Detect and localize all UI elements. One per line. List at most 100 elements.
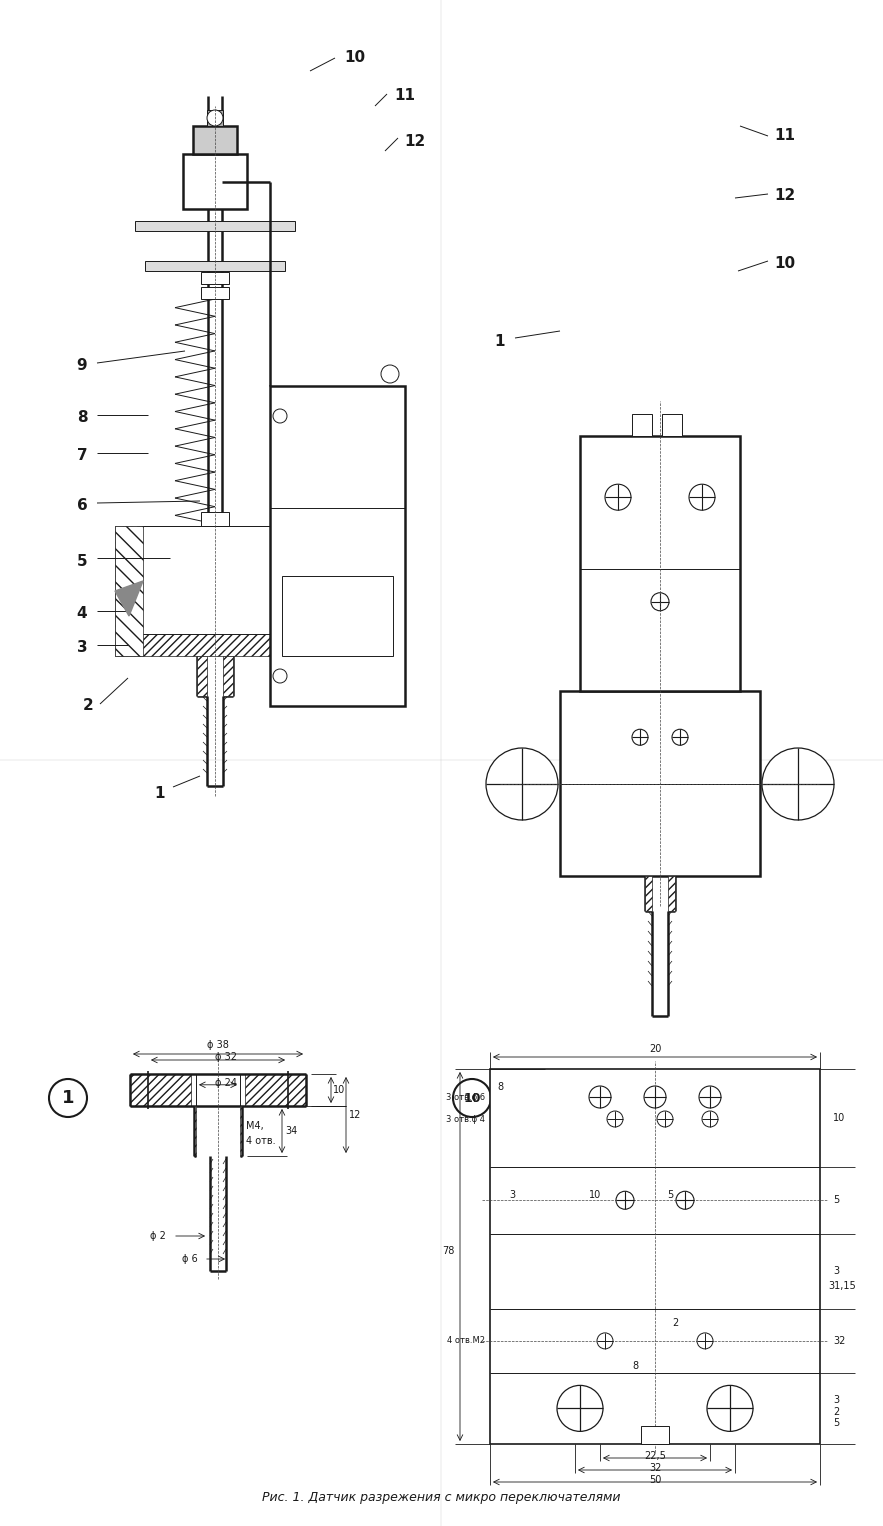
Circle shape <box>589 1087 611 1108</box>
Circle shape <box>699 1087 721 1108</box>
Circle shape <box>597 1332 613 1349</box>
Text: 11: 11 <box>395 89 416 104</box>
Bar <box>201 272 229 284</box>
Bar <box>197 656 207 696</box>
Text: 8: 8 <box>77 410 87 426</box>
Text: 8: 8 <box>497 1082 503 1093</box>
Text: ϕ 24: ϕ 24 <box>215 1077 237 1088</box>
Text: 4 отв.: 4 отв. <box>246 1135 275 1146</box>
Circle shape <box>607 1111 623 1128</box>
Text: 5: 5 <box>833 1195 839 1206</box>
Bar <box>662 414 682 436</box>
Bar <box>115 526 330 656</box>
Text: ϕ 38: ϕ 38 <box>207 1041 229 1050</box>
Text: 20: 20 <box>649 1044 661 1054</box>
Bar <box>135 221 295 230</box>
Text: M4,: M4, <box>246 1122 264 1131</box>
Bar <box>201 513 229 526</box>
Circle shape <box>605 484 631 510</box>
Text: 3: 3 <box>77 641 87 656</box>
Text: ϕ 6: ϕ 6 <box>182 1254 198 1264</box>
Text: 12: 12 <box>349 1109 361 1120</box>
Bar <box>245 1074 306 1106</box>
Bar <box>580 436 740 691</box>
Polygon shape <box>115 581 143 617</box>
Circle shape <box>707 1386 753 1431</box>
Circle shape <box>657 1111 673 1128</box>
Text: 3: 3 <box>833 1395 839 1405</box>
Text: 10: 10 <box>333 1085 345 1096</box>
Text: ϕ 2: ϕ 2 <box>150 1231 166 1241</box>
Text: 10: 10 <box>589 1190 601 1201</box>
Circle shape <box>207 110 223 127</box>
Bar <box>207 110 223 127</box>
Bar <box>270 386 405 707</box>
Bar <box>302 526 330 656</box>
Text: 78: 78 <box>442 1247 454 1256</box>
Text: 31,15: 31,15 <box>828 1282 856 1291</box>
Text: 2: 2 <box>672 1318 678 1328</box>
Text: 50: 50 <box>649 1476 661 1485</box>
Text: 7: 7 <box>77 449 87 464</box>
Circle shape <box>273 409 287 423</box>
Circle shape <box>453 1079 491 1117</box>
Bar <box>668 876 675 911</box>
Bar <box>560 691 760 876</box>
Bar <box>240 1106 242 1157</box>
Text: 2: 2 <box>83 699 94 714</box>
Text: 9: 9 <box>77 359 87 374</box>
Bar <box>130 1074 191 1106</box>
Bar <box>183 154 247 209</box>
Text: 10: 10 <box>344 50 366 66</box>
Text: 22,5: 22,5 <box>644 1451 666 1460</box>
Text: 6: 6 <box>77 499 87 514</box>
Text: 5: 5 <box>77 554 87 569</box>
Bar <box>632 414 652 436</box>
Text: ϕ 32: ϕ 32 <box>215 1051 237 1062</box>
Text: 10: 10 <box>464 1091 480 1105</box>
Circle shape <box>689 484 715 510</box>
Circle shape <box>697 1332 713 1349</box>
Bar <box>645 876 652 911</box>
Circle shape <box>676 1192 694 1209</box>
Text: 3: 3 <box>509 1190 515 1201</box>
Circle shape <box>762 748 834 819</box>
Text: 3 отв.ϕ 4: 3 отв.ϕ 4 <box>446 1114 485 1123</box>
Bar <box>641 1425 669 1444</box>
Text: 2: 2 <box>833 1407 839 1418</box>
Bar <box>193 127 237 154</box>
Text: 1: 1 <box>494 334 505 348</box>
Circle shape <box>644 1087 666 1108</box>
Bar <box>490 1070 820 1444</box>
Circle shape <box>381 365 399 383</box>
Text: 12: 12 <box>404 133 426 148</box>
Circle shape <box>651 592 669 610</box>
Circle shape <box>486 748 558 819</box>
Circle shape <box>273 668 287 684</box>
Bar <box>194 1106 196 1157</box>
Bar <box>201 287 229 299</box>
Text: 10: 10 <box>774 256 796 272</box>
Bar <box>115 526 143 656</box>
Bar <box>223 656 233 696</box>
Text: 10: 10 <box>833 1112 845 1123</box>
Bar <box>145 261 285 272</box>
Text: 32: 32 <box>833 1335 845 1346</box>
Circle shape <box>702 1111 718 1128</box>
Text: 12: 12 <box>774 189 796 203</box>
Circle shape <box>672 729 688 745</box>
Text: Рис. 1. Датчик разрежения с микро переключателями: Рис. 1. Датчик разрежения с микро перекл… <box>261 1491 620 1505</box>
Text: 11: 11 <box>774 128 796 143</box>
Text: 8: 8 <box>632 1361 638 1370</box>
Bar <box>282 575 393 656</box>
Text: 32: 32 <box>649 1463 661 1473</box>
Text: 5: 5 <box>833 1418 839 1428</box>
Text: 1: 1 <box>62 1090 74 1106</box>
Text: 4: 4 <box>77 606 87 621</box>
Text: 1: 1 <box>155 786 165 801</box>
Text: 3 отв.ϕ 6: 3 отв.ϕ 6 <box>446 1093 485 1102</box>
Circle shape <box>616 1192 634 1209</box>
Text: 5: 5 <box>667 1190 673 1201</box>
Text: 3: 3 <box>833 1267 839 1277</box>
Text: 4 отв.M2: 4 отв.M2 <box>447 1337 485 1346</box>
